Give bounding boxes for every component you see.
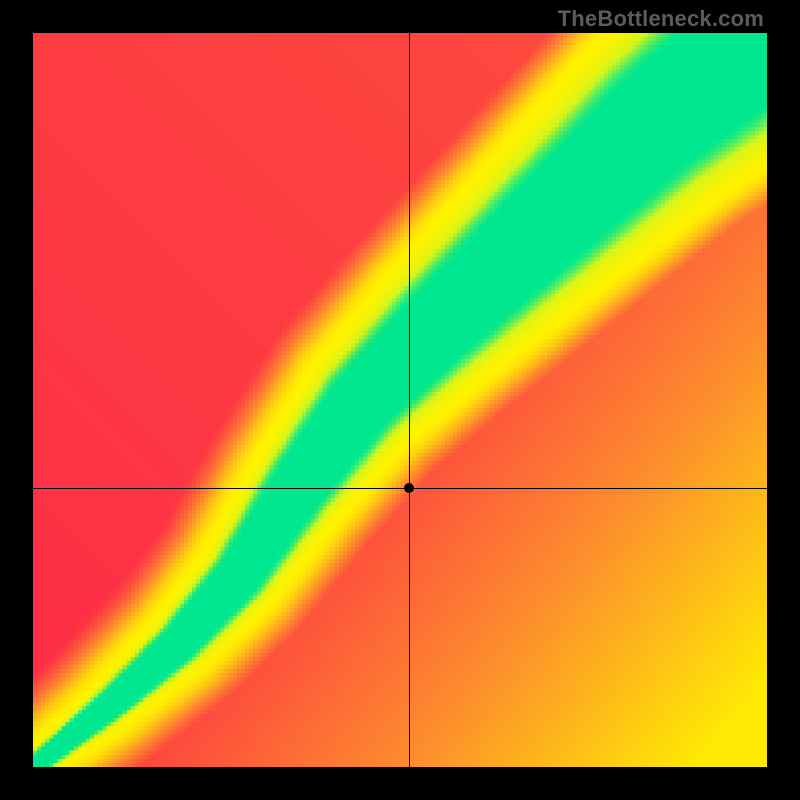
heatmap-canvas [33, 33, 767, 767]
chart-container: TheBottleneck.com [0, 0, 800, 800]
crosshair-horizontal [33, 488, 767, 489]
heatmap-plot [33, 33, 767, 767]
crosshair-vertical [409, 33, 410, 767]
crosshair-dot [404, 483, 414, 493]
watermark-text: TheBottleneck.com [558, 6, 764, 32]
